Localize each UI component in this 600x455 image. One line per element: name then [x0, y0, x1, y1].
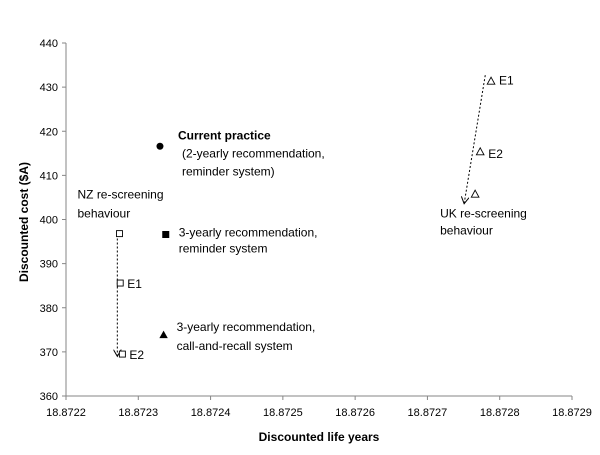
point-uk-e1 — [486, 76, 496, 85]
x-tick-label: 18.8722 — [46, 407, 86, 419]
label-uk-e1-line: E1 — [499, 73, 514, 87]
x-tick-label: 18.8726 — [335, 407, 375, 419]
y-tick-label: 410 — [40, 170, 58, 182]
x-axis: 18.8722 18.8723 18.8724 18.8725 18.8726 18.87… — [46, 395, 592, 419]
label-3yr-call-recall-line: 3-yearly recommendation, — [177, 320, 316, 334]
y-tick-label: 400 — [40, 215, 58, 227]
label-3yr-reminder-line: reminder system — [179, 242, 268, 256]
uk-arrow — [464, 75, 486, 203]
point-uk-e2 — [475, 146, 485, 156]
x-tick-label: 18.8729 — [552, 407, 592, 419]
y-axis: 360 370 380 390 400 410 420 430 440 — [40, 38, 67, 403]
y-tick-label: 360 — [40, 391, 58, 403]
point-uk-base — [470, 189, 480, 198]
x-axis-title: Discounted life years — [259, 430, 380, 444]
y-tick-label: 420 — [40, 126, 58, 138]
point-nz-base — [116, 230, 123, 238]
label-nz-e2-line: E2 — [129, 348, 144, 362]
label-current-practice-line: (2-yearly recommendation, — [182, 146, 325, 160]
point-nz-e2 — [118, 350, 126, 358]
annotations: Current practice (2-yearly recommendation… — [77, 73, 526, 362]
label-current-practice-line: reminder system) — [182, 164, 275, 178]
label-3yr-reminder-line: 3-yearly recommendation, — [179, 226, 318, 240]
x-tick-label: 18.8725 — [263, 407, 303, 419]
uk-group-label-line: behaviour — [440, 223, 493, 237]
point-current-practice — [156, 142, 164, 150]
nz-group-label-line: behaviour — [77, 207, 130, 221]
y-tick-label: 380 — [40, 303, 58, 315]
y-tick-label: 440 — [40, 38, 58, 50]
point-3yr-call-recall — [159, 330, 168, 339]
y-tick-label: 370 — [40, 347, 58, 359]
point-3yr-reminder — [162, 231, 170, 239]
label-3yr-call-recall-line: call-and-recall system — [177, 339, 293, 353]
x-tick-label: 18.8724 — [191, 407, 231, 419]
point-nz-e1 — [116, 279, 124, 287]
uk-group-label-line: UK re-screening — [440, 206, 527, 220]
data-points — [116, 76, 496, 358]
x-tick-label: 18.8727 — [408, 407, 448, 419]
label-uk-e2-line: E2 — [488, 147, 503, 161]
x-tick-label: 18.8728 — [480, 407, 520, 419]
nz-group-label-line: NZ re-screening — [77, 188, 163, 202]
y-tick-label: 390 — [40, 259, 58, 271]
arrows — [117, 75, 486, 355]
y-tick-label: 430 — [40, 82, 58, 94]
label-current-practice-line: Current practice — [178, 128, 271, 142]
label-nz-e1-line: E1 — [127, 277, 142, 291]
x-tick-label: 18.8723 — [118, 407, 158, 419]
y-axis-title: Discounted cost ($A) — [17, 162, 31, 282]
